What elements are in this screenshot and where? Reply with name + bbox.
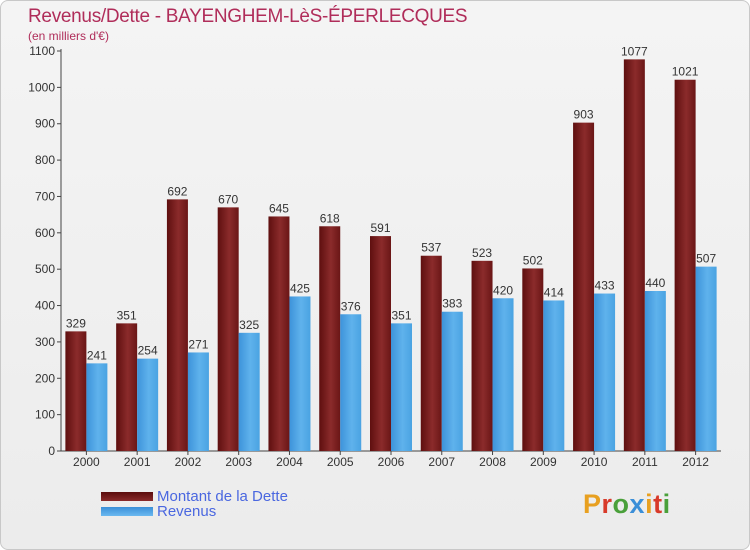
- proxiti-logo: Proxiti: [583, 489, 671, 520]
- bar-dette: [65, 331, 87, 451]
- bar-revenus: [695, 266, 717, 451]
- bar-revenus: [289, 296, 311, 451]
- x-tick-label: 2009: [530, 455, 557, 469]
- y-tick-label: 100: [35, 408, 55, 422]
- data-label-dette: 1077: [621, 44, 648, 58]
- data-label-dette: 523: [472, 246, 492, 260]
- data-label-dette: 903: [574, 108, 594, 122]
- logo-letter: x: [629, 489, 646, 519]
- data-label-dette: 537: [421, 241, 441, 255]
- x-tick-label: 2004: [276, 455, 303, 469]
- x-tick-label: 2000: [73, 455, 100, 469]
- x-tick-label: 2002: [175, 455, 202, 469]
- bar-dette: [370, 236, 391, 451]
- x-tick-label: 2007: [428, 455, 455, 469]
- logo-letter: i: [645, 489, 654, 519]
- data-label-dette: 618: [320, 211, 340, 225]
- data-label-dette: 329: [66, 316, 86, 330]
- legend-swatch-revenus: [101, 507, 153, 516]
- bar-dette: [573, 122, 595, 452]
- bar-revenus: [492, 298, 514, 451]
- logo-letter: i: [662, 489, 671, 519]
- bar-dette: [268, 216, 290, 451]
- x-tick-label: 2010: [581, 455, 608, 469]
- data-label-revenus: 254: [138, 344, 158, 358]
- data-label-dette: 645: [269, 201, 289, 215]
- logo-letter: r: [601, 489, 613, 519]
- bar-dette: [674, 79, 696, 452]
- y-tick-label: 1100: [29, 44, 55, 58]
- data-label-revenus: 414: [544, 285, 564, 299]
- data-label-revenus: 433: [595, 279, 615, 293]
- y-tick-label: 1000: [28, 80, 55, 94]
- legend-label-dette: Montant de la Dette: [157, 488, 288, 505]
- chart-title: Revenus/Dette - BAYENGHEM-LèS-ÉPERLECQUE…: [28, 6, 468, 27]
- x-tick-label: 2008: [479, 455, 506, 469]
- bar-dette: [471, 260, 493, 451]
- x-tick-label: 2011: [632, 455, 658, 469]
- y-tick-label: 500: [35, 262, 55, 276]
- bar-revenus: [391, 323, 412, 451]
- logo-letter: P: [583, 489, 602, 519]
- bar-revenus: [644, 291, 666, 451]
- bar-dette: [319, 226, 341, 451]
- y-tick-label: 0: [48, 444, 55, 458]
- x-tick-label: 2006: [378, 455, 405, 469]
- data-label-revenus: 271: [188, 337, 208, 351]
- data-label-dette: 692: [167, 184, 187, 198]
- logo-letter: o: [612, 489, 630, 519]
- x-tick-label: 2001: [124, 455, 151, 469]
- data-label-revenus: 325: [239, 318, 259, 332]
- y-tick-label: 900: [35, 117, 55, 131]
- chart-subtitle: (en milliers d'€): [28, 29, 109, 43]
- data-label-revenus: 420: [493, 283, 513, 297]
- data-label-dette: 1021: [672, 65, 699, 79]
- bar-revenus: [86, 363, 108, 451]
- bar-dette: [623, 59, 645, 451]
- data-label-revenus: 376: [341, 299, 361, 313]
- y-tick-label: 700: [35, 189, 55, 203]
- data-label-dette: 591: [370, 221, 390, 235]
- bar-revenus: [137, 358, 159, 451]
- y-tick-label: 400: [35, 299, 55, 313]
- bar-revenus: [340, 314, 362, 451]
- x-tick-label: 2003: [225, 455, 252, 469]
- bar-dette: [116, 323, 138, 451]
- bar-dette: [420, 255, 442, 451]
- y-tick-label: 300: [35, 335, 55, 349]
- data-label-dette: 670: [218, 192, 238, 206]
- data-label-revenus: 507: [696, 252, 716, 266]
- legend-item-revenus: Revenus: [101, 503, 216, 520]
- bar-revenus: [543, 300, 565, 451]
- bar-revenus: [441, 311, 463, 451]
- bar-revenus: [187, 352, 209, 451]
- logo-letter: t: [653, 489, 663, 519]
- data-label-dette: 351: [117, 308, 137, 322]
- legend-item-dette: Montant de la Dette: [101, 488, 288, 505]
- bar-dette: [522, 268, 544, 451]
- y-tick-label: 200: [35, 371, 55, 385]
- bar-revenus: [238, 332, 260, 451]
- bar-revenus: [594, 293, 616, 451]
- data-label-revenus: 241: [87, 348, 107, 362]
- data-label-dette: 502: [523, 253, 543, 267]
- y-tick-label: 800: [35, 153, 55, 167]
- legend-swatch-dette: [101, 492, 153, 501]
- legend-label-revenus: Revenus: [157, 503, 217, 520]
- data-label-revenus: 425: [290, 281, 310, 295]
- data-label-revenus: 440: [645, 276, 665, 290]
- y-tick-label: 600: [35, 226, 55, 240]
- bar-dette: [166, 199, 188, 451]
- x-tick-label: 2005: [327, 455, 354, 469]
- data-label-revenus: 383: [442, 297, 462, 311]
- bar-dette: [217, 207, 239, 451]
- x-tick-label: 2012: [682, 455, 709, 469]
- data-label-revenus: 351: [391, 308, 411, 322]
